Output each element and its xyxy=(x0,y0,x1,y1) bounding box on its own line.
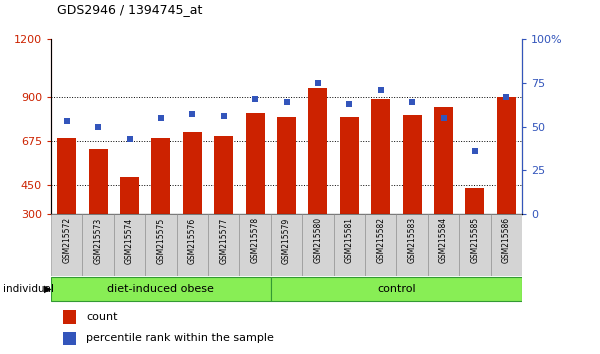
Bar xyxy=(271,214,302,276)
Text: diet-induced obese: diet-induced obese xyxy=(107,284,214,294)
Bar xyxy=(371,99,390,214)
Text: GDS2946 / 1394745_at: GDS2946 / 1394745_at xyxy=(57,3,202,16)
Bar xyxy=(466,188,484,214)
Bar xyxy=(145,214,176,276)
Point xyxy=(62,119,71,124)
Point xyxy=(376,87,386,93)
Text: individual: individual xyxy=(3,284,54,294)
Point xyxy=(188,112,197,117)
Text: GSM215585: GSM215585 xyxy=(470,217,479,263)
Bar xyxy=(214,136,233,214)
Text: GSM215583: GSM215583 xyxy=(407,217,416,263)
Bar xyxy=(151,138,170,214)
Text: GSM215586: GSM215586 xyxy=(502,217,511,263)
Bar xyxy=(51,278,271,301)
Bar xyxy=(365,214,397,276)
Text: control: control xyxy=(377,284,416,294)
Text: GSM215584: GSM215584 xyxy=(439,217,448,263)
Bar xyxy=(434,108,453,214)
Bar xyxy=(82,214,114,276)
Text: ▶: ▶ xyxy=(44,284,52,294)
Bar xyxy=(57,138,76,214)
Bar xyxy=(239,214,271,276)
Bar xyxy=(428,214,459,276)
Text: GSM215572: GSM215572 xyxy=(62,217,71,263)
Text: GSM215581: GSM215581 xyxy=(345,217,354,263)
Bar xyxy=(340,117,359,214)
Bar xyxy=(497,97,516,214)
Text: GSM215576: GSM215576 xyxy=(188,217,197,263)
Bar xyxy=(491,214,522,276)
Bar xyxy=(308,88,328,214)
Bar xyxy=(459,214,491,276)
Point xyxy=(439,115,448,121)
Bar xyxy=(114,214,145,276)
Point xyxy=(407,99,417,105)
Point xyxy=(502,94,511,99)
Bar xyxy=(51,214,82,276)
Text: GSM215575: GSM215575 xyxy=(157,217,166,263)
Bar xyxy=(183,132,202,214)
Point xyxy=(219,113,229,119)
Point xyxy=(313,80,323,86)
Point xyxy=(282,99,292,105)
Point xyxy=(156,115,166,121)
Text: GSM215578: GSM215578 xyxy=(251,217,260,263)
Bar xyxy=(302,214,334,276)
Text: percentile rank within the sample: percentile rank within the sample xyxy=(86,333,274,343)
Text: GSM215574: GSM215574 xyxy=(125,217,134,263)
Text: GSM215582: GSM215582 xyxy=(376,217,385,263)
Bar xyxy=(63,332,76,345)
Bar xyxy=(120,177,139,214)
Text: GSM215579: GSM215579 xyxy=(282,217,291,263)
Text: GSM215573: GSM215573 xyxy=(94,217,103,263)
Bar xyxy=(403,115,422,214)
Bar xyxy=(176,214,208,276)
Bar xyxy=(277,117,296,214)
Bar xyxy=(334,214,365,276)
Bar xyxy=(208,214,239,276)
Text: GSM215577: GSM215577 xyxy=(219,217,228,263)
Point xyxy=(125,136,134,142)
Point xyxy=(250,96,260,101)
Text: count: count xyxy=(86,312,118,322)
Bar xyxy=(397,214,428,276)
Point xyxy=(344,101,354,107)
Point xyxy=(94,124,103,130)
Bar xyxy=(63,310,76,324)
Bar xyxy=(271,278,522,301)
Bar xyxy=(89,149,107,214)
Point xyxy=(470,148,480,154)
Text: GSM215580: GSM215580 xyxy=(313,217,322,263)
Bar xyxy=(245,113,265,214)
